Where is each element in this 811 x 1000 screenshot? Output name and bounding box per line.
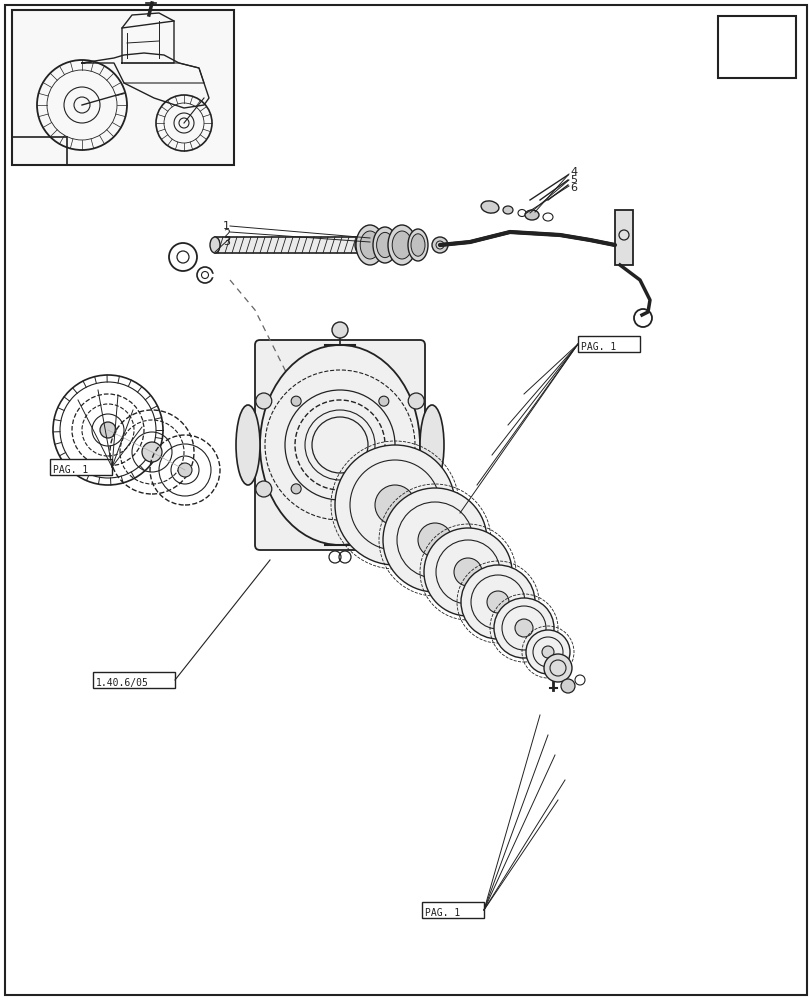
Circle shape — [379, 484, 388, 494]
FancyBboxPatch shape — [255, 340, 424, 550]
Ellipse shape — [407, 229, 427, 261]
Ellipse shape — [525, 210, 539, 220]
Polygon shape — [723, 22, 788, 60]
Bar — [215, 237, 359, 253]
Ellipse shape — [431, 237, 448, 253]
Ellipse shape — [372, 227, 397, 263]
Ellipse shape — [541, 646, 553, 658]
Circle shape — [100, 422, 116, 438]
Bar — [614, 210, 633, 265]
Ellipse shape — [376, 232, 393, 258]
Text: PAG. 1: PAG. 1 — [581, 342, 616, 352]
Ellipse shape — [236, 405, 260, 485]
Text: 5: 5 — [569, 175, 577, 185]
Circle shape — [142, 442, 162, 462]
Ellipse shape — [493, 598, 553, 658]
Ellipse shape — [514, 619, 532, 637]
Bar — [12, 10, 234, 165]
Circle shape — [408, 393, 423, 409]
Circle shape — [543, 654, 571, 682]
Bar — [577, 336, 639, 352]
Ellipse shape — [335, 445, 454, 565]
Circle shape — [379, 396, 388, 406]
Text: 6: 6 — [569, 183, 577, 193]
Ellipse shape — [423, 528, 512, 616]
Ellipse shape — [418, 523, 452, 557]
Bar — [12, 137, 67, 165]
Ellipse shape — [410, 234, 424, 256]
Circle shape — [178, 463, 191, 477]
Circle shape — [255, 393, 272, 409]
Ellipse shape — [260, 345, 419, 545]
Ellipse shape — [210, 237, 220, 253]
Circle shape — [332, 322, 348, 338]
Circle shape — [291, 484, 301, 494]
Text: PAG. 1: PAG. 1 — [53, 465, 88, 475]
Circle shape — [291, 396, 301, 406]
Text: 4: 4 — [569, 167, 577, 177]
Ellipse shape — [480, 201, 498, 213]
Ellipse shape — [355, 225, 384, 265]
Text: 2: 2 — [223, 229, 230, 239]
Circle shape — [408, 481, 423, 497]
Circle shape — [560, 679, 574, 693]
Ellipse shape — [502, 206, 513, 214]
Ellipse shape — [419, 405, 444, 485]
Text: 3: 3 — [223, 237, 230, 247]
Bar — [422, 902, 483, 918]
Text: 1.40.6/05: 1.40.6/05 — [96, 678, 148, 688]
Ellipse shape — [392, 231, 411, 259]
Ellipse shape — [388, 225, 415, 265]
Ellipse shape — [461, 565, 534, 639]
Circle shape — [255, 481, 272, 497]
Ellipse shape — [453, 558, 482, 586]
Polygon shape — [18, 150, 50, 160]
Ellipse shape — [354, 237, 365, 253]
Ellipse shape — [375, 485, 414, 525]
Bar — [717, 16, 795, 78]
Ellipse shape — [487, 591, 508, 613]
Ellipse shape — [383, 488, 487, 592]
Ellipse shape — [526, 630, 569, 674]
Text: 1: 1 — [223, 221, 230, 231]
Ellipse shape — [360, 231, 380, 259]
Bar — [93, 672, 175, 688]
Bar — [50, 459, 112, 475]
Polygon shape — [744, 22, 761, 60]
Text: PAG. 1: PAG. 1 — [424, 908, 460, 918]
